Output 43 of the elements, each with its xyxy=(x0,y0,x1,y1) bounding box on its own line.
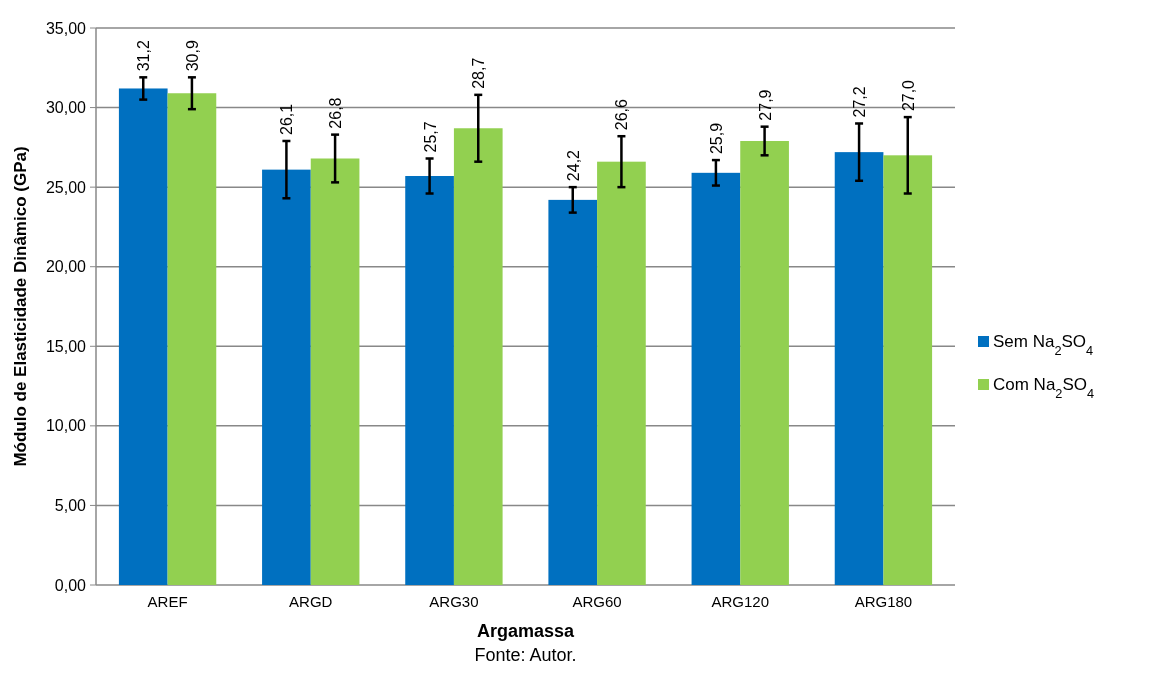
bar xyxy=(691,172,741,585)
bar xyxy=(118,88,168,585)
data-label: 27,0 xyxy=(899,79,917,112)
x-tick-label: AREF xyxy=(147,593,188,610)
y-axis-title: Módulo de Elasticidade Dinâmico (GPa) xyxy=(11,146,30,467)
bar xyxy=(834,152,884,585)
data-label: 25,9 xyxy=(707,122,725,155)
x-tick-label: ARG120 xyxy=(711,593,770,610)
y-tick-label: 15,00 xyxy=(45,337,87,355)
y-tick-label: 10,00 xyxy=(45,417,87,435)
data-label: 30,9 xyxy=(183,40,201,72)
data-label: 26,8 xyxy=(327,97,345,129)
legend-label: Sem Na$_{2}$SO$_{4}$ xyxy=(993,332,1094,358)
bar xyxy=(548,199,598,585)
y-tick-label: 20,00 xyxy=(45,258,87,276)
data-label: 31,2 xyxy=(135,40,153,72)
data-label: 25,7 xyxy=(421,121,439,153)
y-tick-label: 30,00 xyxy=(45,99,87,117)
x-tick-label: ARG30 xyxy=(429,593,479,610)
data-label: 26,6 xyxy=(613,98,631,131)
y-tick-label: 0,00 xyxy=(54,576,87,594)
bar xyxy=(740,140,789,585)
y-tick-label: 25,00 xyxy=(45,178,87,196)
x-axis-title: Argamassa xyxy=(476,621,576,641)
source-note: Fonte: Autor. xyxy=(474,645,577,665)
data-label: 27,9 xyxy=(756,89,774,121)
bar xyxy=(262,169,311,585)
data-label: 28,7 xyxy=(470,57,488,89)
data-label: 27,2 xyxy=(851,86,869,118)
y-tick-label: 5,00 xyxy=(54,497,87,515)
x-tick-label: ARG180 xyxy=(854,593,913,610)
x-tick-label: ARGD xyxy=(289,593,333,610)
data-label: 24,2 xyxy=(564,149,582,182)
y-tick-label: 35,00 xyxy=(45,19,87,37)
bar xyxy=(310,158,360,585)
bar xyxy=(883,155,933,585)
x-tick-label: ARG60 xyxy=(572,593,622,610)
data-label: 26,1 xyxy=(278,103,296,135)
bar xyxy=(453,128,503,585)
bar xyxy=(167,93,217,585)
bar xyxy=(405,176,454,585)
bar xyxy=(597,161,646,585)
legend-label: Com Na$_{2}$SO$_{4}$ xyxy=(993,375,1095,401)
